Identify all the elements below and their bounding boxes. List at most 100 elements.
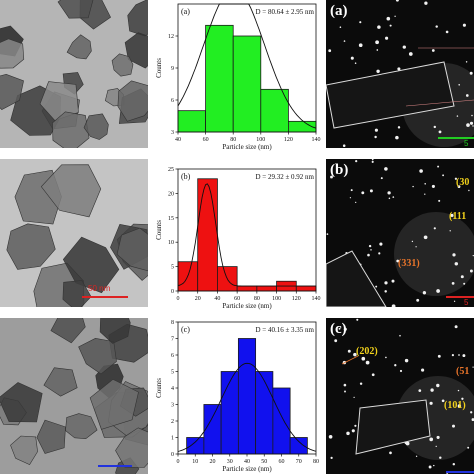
- diffraction-spot: [388, 197, 391, 200]
- histogram-bar: [177, 110, 207, 133]
- diffraction-spot: [469, 71, 473, 75]
- saed-spots-c: [328, 318, 474, 474]
- diffraction-spot: [365, 360, 370, 365]
- diffraction-spot: [438, 199, 441, 202]
- y-tick-label: 20: [168, 191, 174, 197]
- diffraction-spot: [375, 40, 379, 45]
- x-tick-label: 80: [254, 296, 260, 302]
- histogram-panel-label: (b): [181, 172, 191, 181]
- tem-particles-a: [0, 0, 148, 148]
- diffraction-spot: [469, 121, 474, 125]
- diffraction-spot: [371, 159, 374, 161]
- diffraction-spot: [431, 184, 435, 188]
- diffraction-spot: [458, 354, 460, 356]
- y-axis-label: Counts: [155, 378, 163, 398]
- diffraction-spot: [430, 388, 434, 392]
- x-tick-label: 0: [177, 296, 180, 302]
- diffraction-spot: [433, 464, 435, 467]
- y-tick-label: 9: [171, 66, 174, 72]
- histogram-panel-c: 0 10 20 30 40 50 60 70 80 0 1 2 3 4 5 6 7 8 Particle size …: [150, 314, 322, 474]
- x-tick-label: 120: [292, 296, 301, 302]
- diffraction-spot: [387, 191, 391, 195]
- tem-particles-b: [0, 159, 148, 307]
- diffraction-spot: [346, 431, 350, 436]
- diffraction-spot: [334, 339, 338, 343]
- diffraction-spot: [344, 390, 346, 393]
- diffraction-spot: [411, 240, 414, 243]
- diffraction-spot: [399, 369, 403, 373]
- histogram-a: 40 60 80 100 120 140 3 6 9 12 Particle size (nm) Co…: [155, 3, 321, 151]
- x-tick-label: 60: [203, 137, 209, 143]
- nanoparticle: [89, 378, 139, 430]
- x-tick-label: 20: [195, 296, 201, 302]
- diffraction-spot: [438, 130, 442, 134]
- y-tick-label: 7: [171, 337, 174, 343]
- diffraction-spot: [370, 249, 372, 251]
- central-glow: [394, 212, 474, 296]
- diffraction-spot: [355, 201, 357, 204]
- saed-panel-label-a: (a): [330, 3, 348, 19]
- x-tick-label: 0: [177, 459, 180, 465]
- diffraction-spot: [397, 126, 401, 129]
- x-tick-label: 50: [261, 459, 267, 465]
- diffraction-spot: [384, 290, 387, 293]
- diffraction-spot: [378, 252, 381, 255]
- diffraction-spot: [454, 325, 458, 329]
- plane-label-c-2: (51: [456, 366, 470, 377]
- tem-image-c: [0, 318, 148, 474]
- plane-label-b-1: (30: [456, 177, 470, 188]
- saed-panel-label-b: (b): [330, 162, 349, 178]
- nanoparticle: [0, 382, 43, 423]
- diffraction-spot: [349, 197, 352, 199]
- y-tick-label: 3: [171, 403, 174, 409]
- nanoparticle: [43, 367, 78, 397]
- diffraction-spot: [384, 167, 388, 171]
- diffraction-spot: [359, 21, 362, 24]
- diffraction-spot: [472, 366, 474, 368]
- diffraction-spot: [422, 291, 427, 295]
- x-tick-label: 140: [312, 296, 321, 302]
- nanoparticle: [65, 413, 98, 440]
- diffraction-spot: [343, 40, 346, 42]
- diffraction-spot: [374, 135, 377, 139]
- diffraction-spot: [435, 25, 438, 28]
- diffraction-spot: [466, 123, 470, 127]
- y-tick-label: 10: [168, 240, 174, 246]
- x-tick-label: 10: [192, 459, 198, 465]
- diffraction-spot: [377, 25, 381, 29]
- diffraction-spot: [457, 185, 461, 188]
- diffraction-spot: [374, 128, 378, 132]
- diffraction-spot: [355, 160, 358, 163]
- fit-curve: [177, 183, 316, 287]
- histogram-bar: [295, 285, 317, 292]
- diffraction-spot: [394, 15, 396, 17]
- y-tick-label: 1: [171, 436, 174, 442]
- x-tick-label: 80: [313, 459, 319, 465]
- pointer-line: [405, 99, 474, 107]
- diffraction-spot: [376, 69, 380, 74]
- histogram-panel-b: 0 20 40 60 80 100 120 140 0 5 10 15 20 25 Particle siz…: [150, 159, 322, 315]
- diffraction-spot: [369, 189, 373, 193]
- histogram-panel-a: 40 60 80 100 120 140 3 6 9 12 Particle size (nm) Co…: [150, 0, 322, 156]
- y-tick-label: 6: [171, 98, 174, 104]
- y-tick-label: 25: [168, 167, 174, 173]
- diffraction-spot: [391, 279, 395, 283]
- diffraction-spot: [395, 135, 399, 140]
- diffraction-spot: [330, 175, 333, 179]
- diffraction-spot: [450, 213, 454, 218]
- diffraction-spot: [461, 397, 464, 400]
- y-tick-label: 5: [171, 265, 174, 271]
- diffraction-spot: [371, 373, 375, 377]
- diffraction-spot: [472, 125, 474, 127]
- diffraction-spot: [391, 304, 396, 307]
- nanoparticle: [0, 73, 24, 110]
- x-tick-label: 70: [296, 459, 302, 465]
- x-axis-label: Particle size (nm): [222, 143, 272, 151]
- diffraction-spot: [465, 94, 469, 97]
- beam-stopper: [326, 250, 387, 307]
- diffraction-spot: [436, 289, 440, 293]
- diffraction-spot: [358, 43, 363, 48]
- x-tick-label: 60: [234, 296, 240, 302]
- y-tick-label: 12: [168, 34, 174, 40]
- nanoparticle: [117, 80, 148, 122]
